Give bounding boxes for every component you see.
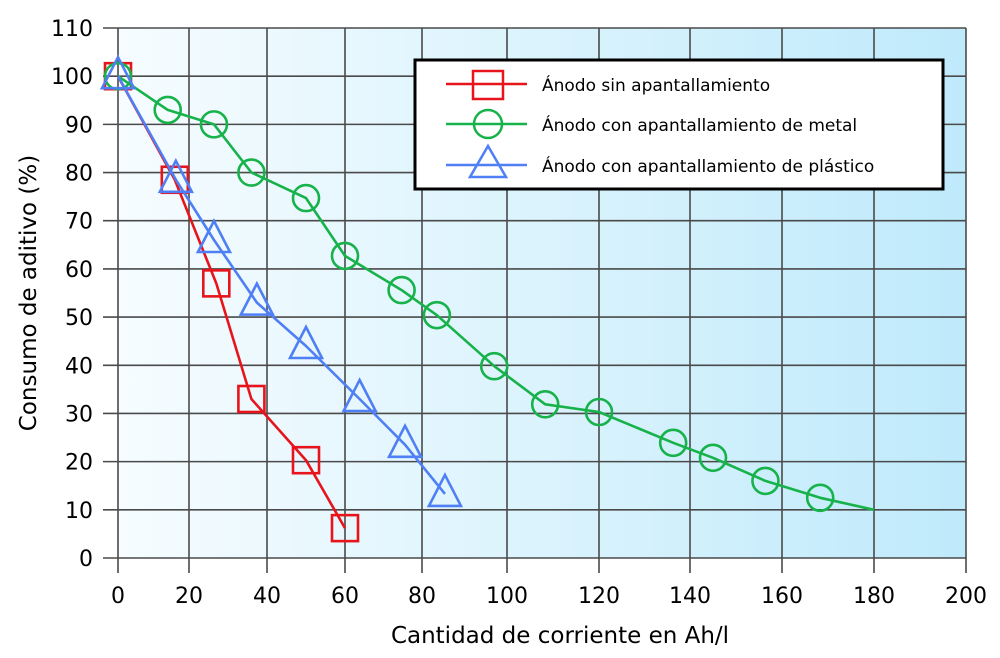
triangle-marker-icon — [157, 157, 194, 194]
circle-marker-icon — [153, 95, 182, 125]
square-marker-icon — [330, 513, 360, 543]
circle-marker-icon — [751, 466, 780, 496]
y-tick-label: 70 — [65, 210, 93, 235]
square-marker-icon — [237, 384, 266, 414]
y-tick-label: 10 — [65, 499, 93, 524]
series-layer — [99, 54, 875, 543]
series-line — [116, 75, 447, 495]
circle-marker-icon — [199, 110, 229, 139]
square-marker-icon — [202, 269, 231, 298]
y-tick-label: 0 — [79, 547, 93, 572]
y-tick-label: 50 — [65, 306, 93, 331]
circle-marker-icon — [387, 275, 416, 305]
triangle-marker-icon — [287, 324, 325, 360]
circle-marker-icon — [805, 483, 835, 513]
circle-marker-icon — [422, 300, 452, 330]
x-tick-label: 60 — [331, 584, 359, 609]
x-tick-label: 100 — [486, 584, 528, 609]
y-tick-label: 100 — [51, 65, 93, 90]
y-tick-label: 110 — [51, 17, 93, 42]
square-marker-icon — [471, 69, 505, 101]
circle-marker-icon — [658, 428, 688, 458]
y-axis: 0 10 20 30 40 50 60 70 80 90 100 110 — [51, 17, 93, 572]
circle-marker-icon — [330, 241, 360, 271]
x-tick-label: 200 — [945, 584, 987, 609]
legend-label: Ánodo con apantallamiento de metal — [542, 114, 857, 136]
circle-marker-icon — [530, 389, 560, 419]
y-axis-title: Consumo de aditivo (%) — [16, 155, 42, 431]
y-tick-label: 90 — [65, 113, 93, 138]
circle-marker-icon — [472, 108, 504, 140]
x-tick-label: 20 — [175, 584, 203, 609]
legend: Ánodo sin apantallamiento Ánodo con apan… — [413, 58, 945, 191]
series-circle — [103, 61, 875, 513]
circle-marker-icon — [479, 351, 509, 381]
circle-marker-icon — [291, 183, 321, 213]
triangle-marker-icon — [238, 280, 275, 316]
x-tick-label: 40 — [253, 584, 281, 609]
legend-item-metal: Ánodo con apantallamiento de metal — [446, 108, 857, 140]
x-tick-label: 0 — [111, 584, 125, 609]
x-tick-label: 160 — [761, 584, 803, 609]
x-axis-title: Cantidad de corriente en Ah/l — [391, 623, 729, 649]
legend-label: Ánodo con apantallamiento de plástico — [542, 155, 874, 177]
triangle-marker-icon — [341, 377, 378, 413]
x-tick-label: 80 — [408, 584, 436, 609]
legend-item-sin-apantallamiento: Ánodo sin apantallamiento — [446, 69, 770, 101]
series-line — [117, 75, 875, 512]
circle-marker-icon — [237, 158, 266, 187]
x-tick-label: 140 — [669, 584, 711, 609]
y-tick-label: 40 — [65, 354, 93, 379]
triangle-marker-icon — [195, 218, 233, 254]
y-tick-label: 60 — [65, 258, 93, 283]
triangle-marker-icon — [467, 143, 509, 179]
y-tick-label: 80 — [65, 162, 93, 187]
square-marker-icon — [291, 445, 321, 475]
y-tick-label: 20 — [65, 451, 93, 476]
x-axis: 0 20 40 60 80 100 120 140 160 180 200 — [111, 584, 987, 609]
circle-marker-icon — [584, 397, 614, 427]
legend-label: Ánodo sin apantallamiento — [542, 74, 770, 96]
legend-item-plastico: Ánodo con apantallamiento de plástico — [446, 143, 874, 179]
x-tick-label: 180 — [853, 584, 895, 609]
triangle-marker-icon — [386, 422, 424, 459]
y-tick-label: 30 — [65, 402, 93, 427]
triangle-marker-icon — [426, 472, 464, 508]
triangle-marker-icon — [99, 54, 137, 90]
series-triangle — [99, 54, 464, 508]
x-tick-label: 120 — [578, 584, 620, 609]
circle-marker-icon — [698, 443, 728, 473]
